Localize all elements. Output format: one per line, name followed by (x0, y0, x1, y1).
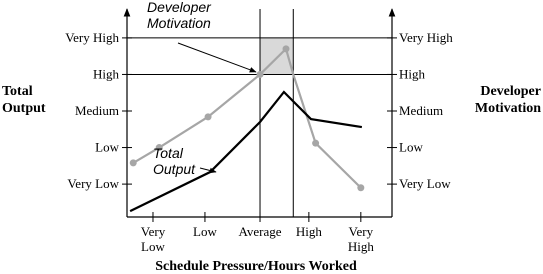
y2-tick-label: Medium (399, 103, 443, 118)
data-point (282, 45, 290, 53)
y2-axis-title: Developer Motivation (475, 84, 541, 116)
data-point (204, 113, 212, 121)
y-tick-label: High (93, 66, 120, 81)
data-point (129, 159, 137, 167)
y-tick-label: Very High (65, 30, 119, 45)
x-tick-label: Very Low (141, 224, 166, 254)
y2-tick-label: Very Low (399, 176, 451, 191)
series-line (129, 90, 363, 213)
data-point (312, 139, 320, 147)
series-line (132, 46, 362, 189)
x-axis-title: Schedule Pressure/Hours Worked (155, 259, 357, 274)
data-point (256, 70, 264, 78)
y-tick-label: Medium (75, 103, 119, 118)
annotation-arrow (177, 42, 257, 73)
y-axis-title: Total Output (2, 84, 46, 116)
annotation-arrow (199, 167, 217, 174)
x-tick-label: Low (193, 224, 217, 239)
series-label: Total Output (153, 145, 196, 177)
y-tick-label: Low (95, 140, 119, 155)
data-point (155, 144, 163, 152)
x-tick-label: Very High (348, 224, 375, 254)
y2-tick-label: Low (399, 140, 423, 155)
y2-tick-label: High (399, 66, 426, 81)
series-label: Developer Motivation (147, 0, 212, 31)
x-tick-label: High (296, 224, 323, 239)
x-tick-label: Average (238, 224, 281, 239)
y-tick-label: Very Low (67, 176, 119, 191)
y2-tick-label: Very High (399, 30, 453, 45)
data-point (357, 184, 365, 192)
